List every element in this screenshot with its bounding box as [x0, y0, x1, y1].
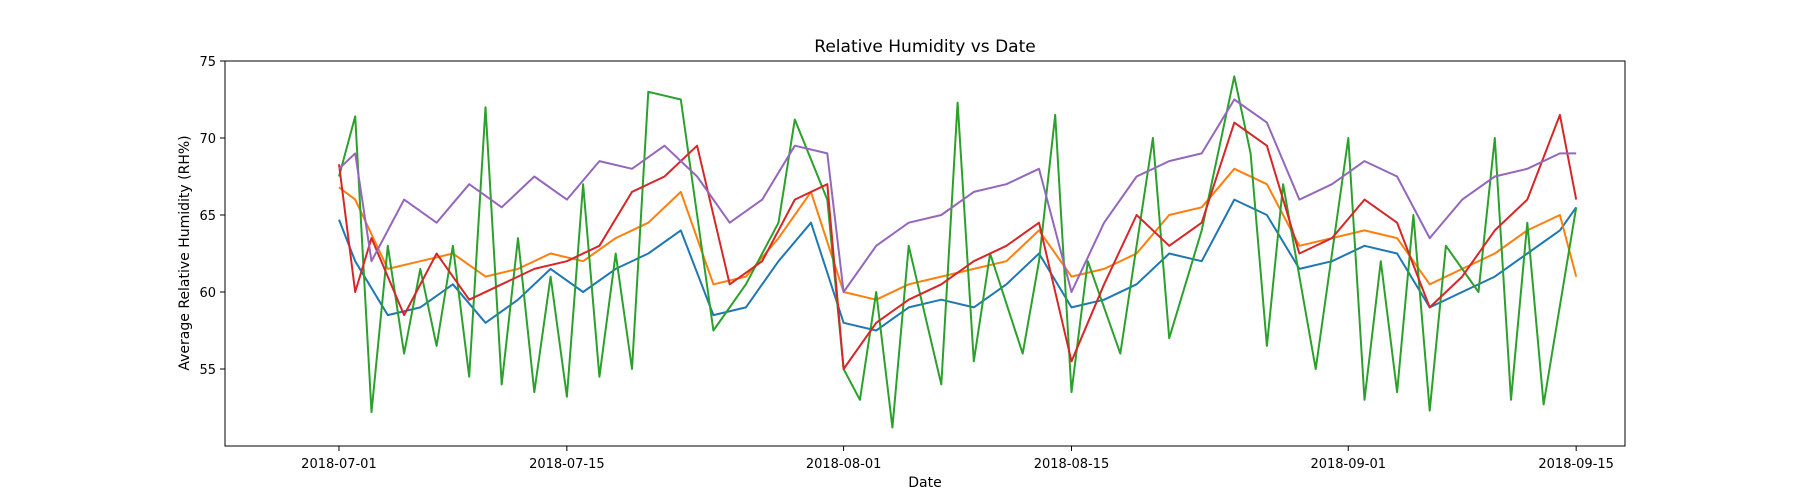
y-tick-label: 75: [199, 55, 216, 70]
x-tick-label: 2018-08-01: [806, 457, 882, 472]
x-axis-title: Date: [908, 475, 941, 491]
y-tick-label: 70: [199, 132, 216, 147]
series-line-4: [338, 113, 1578, 370]
x-tick-label: 2018-07-01: [301, 457, 377, 472]
series-line-1: [338, 198, 1578, 332]
x-tick-label: 2018-09-01: [1310, 457, 1386, 472]
series-layer: [338, 75, 1578, 429]
x-tick-label: 2018-08-15: [1034, 457, 1110, 472]
axes-layer: 2018-07-01 2018-07-15 2018-08-01 2018-08-15…: [199, 55, 1613, 472]
y-axis-title: Average Relative Humidity (RH%): [177, 135, 193, 370]
x-tick-label: 2018-09-15: [1538, 457, 1614, 472]
y-tick-label: 60: [199, 286, 216, 301]
series-line-3: [338, 75, 1578, 429]
y-tick-label: 65: [199, 209, 216, 224]
series-line-5: [338, 98, 1577, 293]
chart-title: Relative Humidity vs Date: [814, 37, 1035, 57]
y-tick-label: 55: [199, 363, 216, 378]
plot-frame: [224, 60, 1626, 447]
x-tick-label: 2018-07-15: [529, 457, 605, 472]
